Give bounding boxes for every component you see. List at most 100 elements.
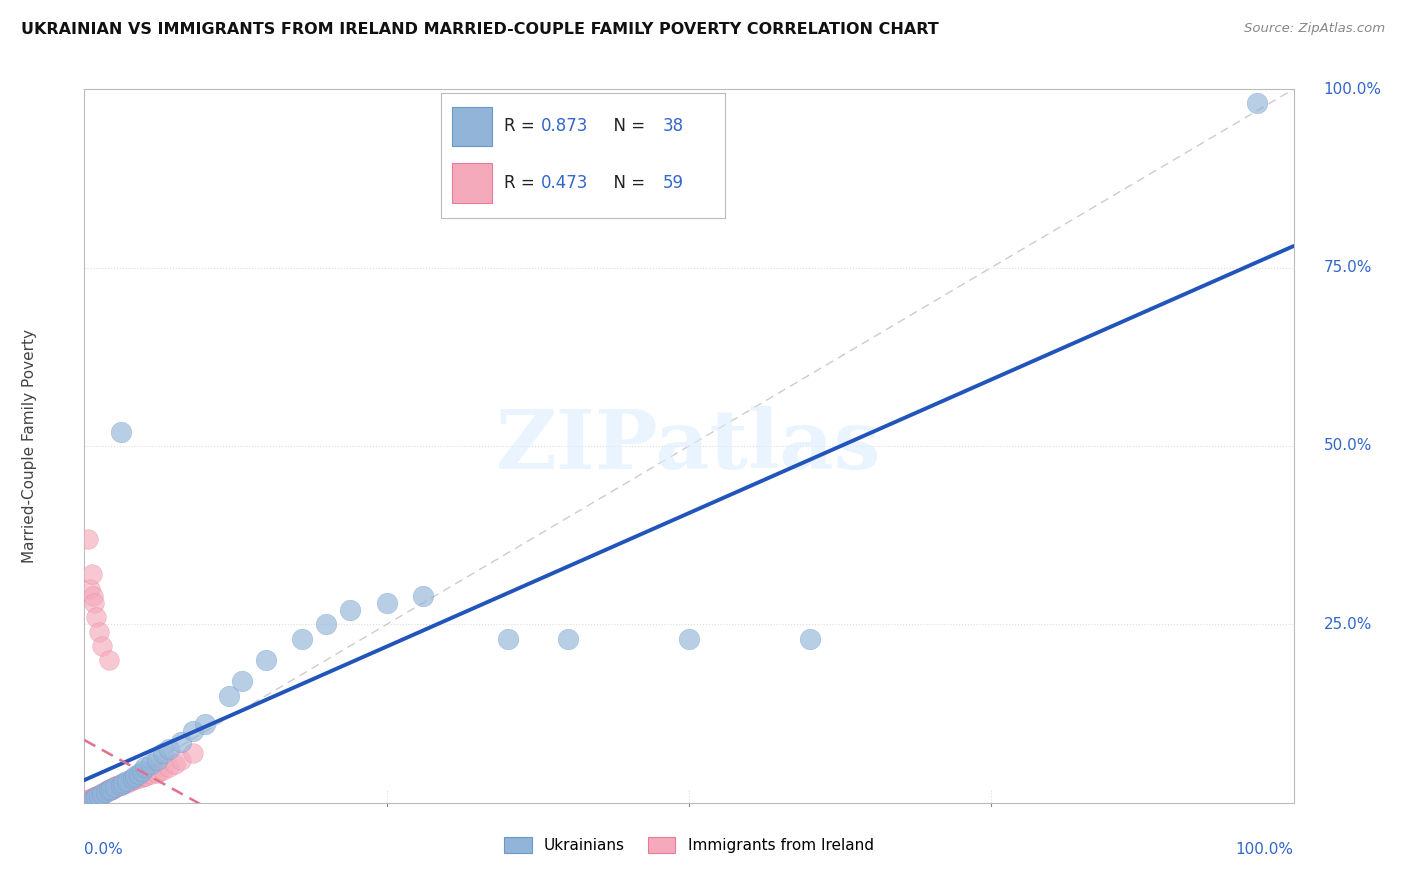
Point xyxy=(124,769,146,783)
Point xyxy=(139,756,162,771)
Point xyxy=(412,589,434,603)
Point xyxy=(107,778,129,792)
Point xyxy=(94,785,117,799)
Point xyxy=(121,772,143,787)
Point xyxy=(77,532,100,546)
Point xyxy=(218,689,240,703)
Point xyxy=(101,780,124,795)
Point xyxy=(110,777,132,791)
Point xyxy=(128,767,150,781)
Point xyxy=(104,780,127,794)
Point xyxy=(87,789,110,803)
Point xyxy=(82,790,104,805)
Point xyxy=(115,776,138,790)
Point xyxy=(83,790,105,805)
Text: 100.0%: 100.0% xyxy=(1324,82,1382,96)
Point xyxy=(80,790,103,805)
Point xyxy=(170,735,193,749)
Point xyxy=(131,764,153,778)
Point xyxy=(148,764,170,779)
Point xyxy=(152,746,174,760)
Point xyxy=(104,780,127,794)
Point xyxy=(557,632,579,646)
Point xyxy=(97,783,120,797)
Text: 25.0%: 25.0% xyxy=(1324,617,1372,632)
Point xyxy=(104,780,127,794)
Point xyxy=(91,786,114,800)
Point xyxy=(94,784,117,798)
Point xyxy=(94,785,117,799)
Point xyxy=(80,567,103,582)
Point xyxy=(315,617,337,632)
Point xyxy=(97,783,120,797)
Point xyxy=(86,789,108,804)
Point xyxy=(134,769,156,783)
Point xyxy=(104,780,127,794)
Point xyxy=(86,790,108,805)
Text: Source: ZipAtlas.com: Source: ZipAtlas.com xyxy=(1244,22,1385,36)
Text: 50.0%: 50.0% xyxy=(1324,439,1372,453)
Point xyxy=(165,756,187,771)
Point xyxy=(110,778,132,792)
Point xyxy=(157,742,180,756)
Point xyxy=(100,781,122,796)
Point xyxy=(91,787,114,801)
Point xyxy=(139,767,162,781)
Point xyxy=(91,639,114,653)
Point xyxy=(134,769,156,783)
Point xyxy=(86,789,108,803)
Point xyxy=(194,717,217,731)
Text: 0.0%: 0.0% xyxy=(84,842,124,857)
Point xyxy=(77,793,100,807)
Point xyxy=(100,783,122,797)
Point xyxy=(87,624,110,639)
Point xyxy=(128,771,150,785)
Point xyxy=(799,632,821,646)
Point xyxy=(115,774,138,789)
Point xyxy=(91,787,114,801)
Point xyxy=(77,792,100,806)
Point xyxy=(1246,96,1268,111)
Point xyxy=(146,753,169,767)
Point xyxy=(93,786,115,800)
Point xyxy=(131,770,153,784)
Point xyxy=(115,774,138,789)
Text: Married-Couple Family Poverty: Married-Couple Family Poverty xyxy=(22,329,38,563)
Point xyxy=(76,794,98,808)
Point xyxy=(110,425,132,439)
Point xyxy=(90,787,112,801)
Legend: Ukrainians, Immigrants from Ireland: Ukrainians, Immigrants from Ireland xyxy=(498,831,880,859)
Point xyxy=(231,674,253,689)
Text: 75.0%: 75.0% xyxy=(1324,260,1372,275)
Point xyxy=(120,774,142,789)
Point xyxy=(146,765,169,780)
Point xyxy=(97,653,120,667)
Point xyxy=(181,724,204,739)
Point xyxy=(87,789,110,803)
Point xyxy=(254,653,277,667)
Point xyxy=(100,781,122,796)
Point xyxy=(94,783,117,797)
Point xyxy=(121,771,143,785)
Point xyxy=(291,632,314,646)
Point xyxy=(83,792,105,806)
Point xyxy=(134,760,156,774)
Text: ZIPatlas: ZIPatlas xyxy=(496,406,882,486)
Point xyxy=(121,772,143,787)
Point xyxy=(124,772,146,786)
Point xyxy=(181,746,204,760)
Point xyxy=(103,781,125,796)
Point xyxy=(170,753,193,767)
Point xyxy=(157,760,180,774)
Point xyxy=(79,794,101,808)
Point xyxy=(79,582,101,596)
Point xyxy=(83,596,105,610)
Point xyxy=(84,790,107,805)
Point xyxy=(89,788,111,802)
Point xyxy=(79,791,101,805)
Text: 100.0%: 100.0% xyxy=(1236,842,1294,857)
Point xyxy=(112,776,135,790)
Point xyxy=(339,603,361,617)
Point xyxy=(496,632,519,646)
Point xyxy=(112,776,135,790)
